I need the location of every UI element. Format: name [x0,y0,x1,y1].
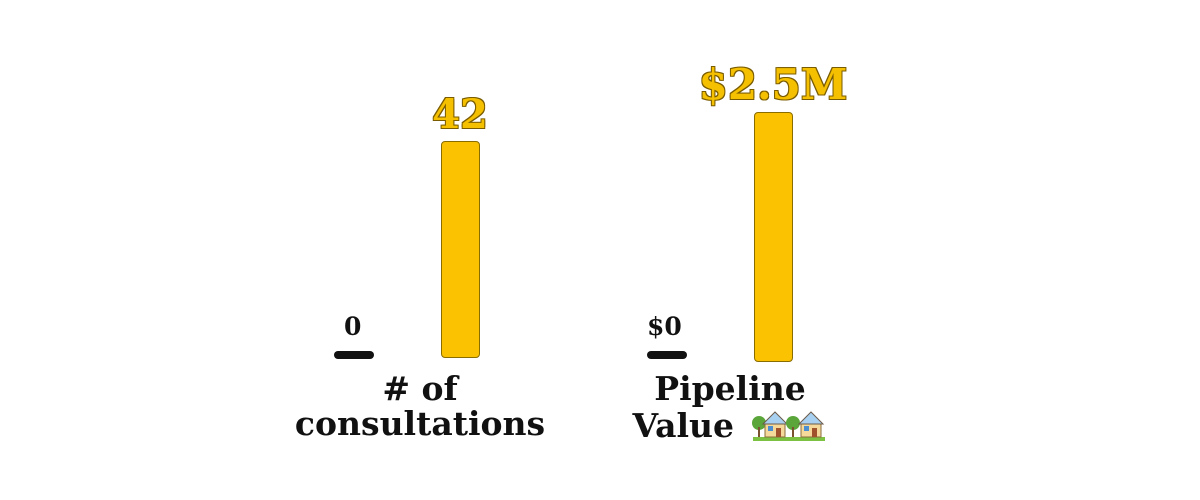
value-label: 42 [432,91,488,138]
axis-baseline-tick [334,351,374,359]
houses-icon [752,410,826,441]
category-label: Pipeline Value [610,369,850,445]
category-label-line: # of [382,369,458,408]
category-label-line: Pipeline [654,369,806,408]
category-label-line: consultations [294,403,546,443]
axis-zero-label: $0 [647,312,682,341]
house-icon [752,410,826,441]
axis-baseline-tick [647,351,687,359]
axis-zero-label: 0 [344,312,362,341]
bar-consultations [441,141,480,358]
category-label: # of consultations [280,369,560,443]
bar-pipeline-value [754,112,793,362]
value-label: $2.5M [698,60,848,109]
category-label-line: Value [632,405,734,445]
